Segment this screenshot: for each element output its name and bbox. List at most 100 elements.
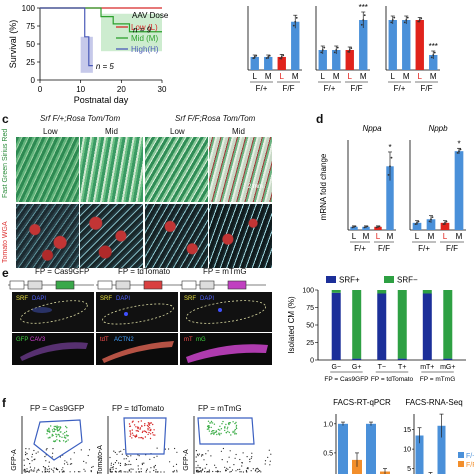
data-point: [390, 156, 393, 159]
event-dot: [227, 468, 229, 470]
gated-event-dot: [234, 433, 236, 435]
gated-event-dot: [212, 430, 214, 432]
x-tick-label: M: [387, 232, 394, 241]
group-label: F/F: [351, 84, 363, 93]
gated-event-dot: [64, 431, 66, 434]
data-point: [294, 20, 297, 23]
gated-event-dot: [51, 429, 54, 431]
bar-1: [388, 20, 397, 70]
gated-event-dot: [67, 439, 69, 441]
series-line-3: [40, 7, 93, 67]
significance-label: *: [388, 143, 391, 152]
data-point: [430, 218, 432, 221]
event-dot: [255, 469, 257, 471]
event-dot: [120, 470, 122, 472]
gated-event-dot: [129, 432, 132, 434]
event-dot: [155, 469, 157, 471]
event-dot: [228, 456, 230, 458]
event-dot: [176, 471, 178, 473]
event-dot: [61, 471, 64, 473]
gated-event-dot: [141, 436, 143, 439]
data-point: [444, 221, 446, 224]
gated-event-dot: [64, 435, 66, 437]
event-dot: [45, 460, 47, 462]
row-label-stain: Fast Green Sirius Red: [2, 128, 9, 198]
cell-image-2a: SRF DAPI: [96, 292, 178, 332]
group-label: F/+: [394, 84, 406, 93]
event-dot: [153, 469, 155, 472]
event-dot: [231, 469, 234, 471]
data-point: [428, 220, 431, 223]
construct-diagrams: [8, 278, 278, 292]
event-dot: [53, 471, 55, 473]
gated-event-dot: [62, 433, 64, 435]
gated-event-dot: [144, 430, 147, 433]
x-tick-label: L: [253, 72, 258, 81]
event-dot: [127, 455, 129, 458]
event-dot: [207, 471, 210, 473]
x-tick-label: mT+: [420, 364, 434, 371]
event-dot: [143, 462, 145, 464]
data-point: [414, 223, 417, 226]
data-point: [360, 23, 363, 26]
gated-event-dot: [147, 422, 150, 424]
event-dot: [113, 450, 115, 452]
panel-f-fp-3: FP = mTmG: [198, 404, 242, 413]
event-dot: [229, 450, 231, 452]
y-tick-label: 25: [306, 340, 314, 347]
gated-event-dot: [66, 427, 68, 429]
gated-event-dot: [55, 428, 57, 431]
data-point: [365, 225, 367, 228]
data-point: [458, 150, 460, 153]
y-axis-label: GFP-A: [11, 449, 18, 471]
event-dot: [221, 459, 223, 461]
stack-segment-1: [443, 358, 453, 360]
panel-c-sub-3: Low: [170, 127, 185, 136]
event-dot: [112, 466, 114, 468]
panel-c-col2: Srf F/F;Rosa Tom/Tom: [175, 114, 256, 123]
y-tick-label: 25: [26, 58, 35, 67]
event-dot: [61, 469, 63, 471]
event-dot: [130, 455, 132, 457]
event-dot: [146, 468, 148, 470]
event-dot: [264, 463, 266, 465]
y-tick-label: 15: [403, 427, 411, 434]
group-label: FP = tdTomato: [371, 376, 414, 383]
promoter-box: [181, 280, 197, 290]
gated-event-dot: [148, 427, 151, 429]
nppa-chart: L M L M * F/+ F/F Nppa mRNA fold change: [318, 122, 400, 268]
data-point: [336, 46, 339, 49]
event-dot: [80, 449, 82, 451]
event-dot: [123, 471, 125, 473]
stop-box: [27, 280, 43, 290]
gated-event-dot: [143, 430, 146, 432]
gated-event-dot: [55, 436, 58, 438]
group-label: F/+: [354, 244, 366, 253]
data-point: [416, 221, 418, 224]
x-tick-label: M: [363, 232, 370, 241]
event-dot: [215, 467, 217, 469]
event-dot: [259, 470, 261, 472]
event-dot: [226, 461, 228, 463]
event-dot: [135, 458, 138, 460]
gated-event-dot: [67, 435, 69, 437]
group-label: F/+: [324, 84, 336, 93]
gated-event-dot: [139, 427, 142, 429]
event-dot: [208, 471, 211, 473]
data-point: [445, 220, 448, 223]
gated-event-dot: [60, 431, 62, 433]
event-dot: [26, 468, 28, 470]
ci-band-mid: [101, 13, 162, 52]
event-dot: [58, 471, 61, 473]
event-dot: [242, 452, 244, 454]
gated-event-dot: [53, 425, 55, 428]
event-dot: [52, 452, 54, 454]
event-dot: [157, 471, 159, 473]
cell-image-1b: GFP CAV3: [12, 333, 94, 365]
data-point: [417, 20, 420, 23]
event-dot: [197, 466, 199, 468]
event-dot: [137, 465, 139, 467]
bar-3: [366, 423, 376, 474]
svg-text:SRF: SRF: [16, 296, 28, 302]
gated-event-dot: [208, 426, 210, 429]
